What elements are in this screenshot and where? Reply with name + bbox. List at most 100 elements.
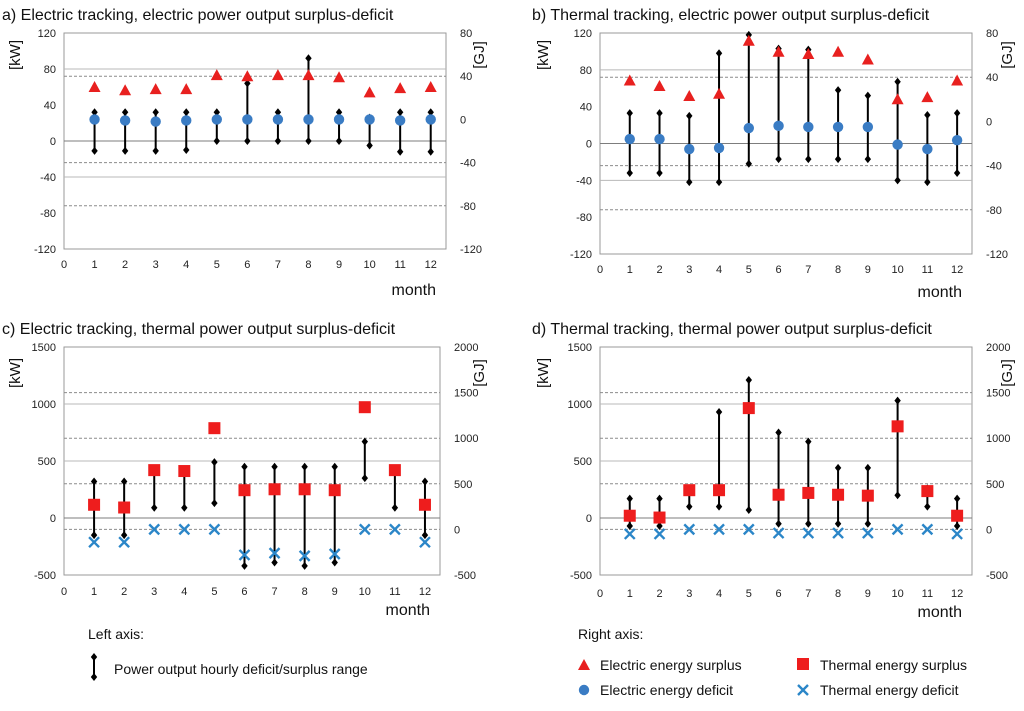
electric-surplus-point [363,86,376,98]
range-low-marker [834,155,842,164]
x-tick-label: 1 [91,586,97,598]
x-tick-label: 4 [716,264,722,276]
left-tick-label: 0 [586,513,592,525]
range-low-marker [715,178,723,187]
right-tick-label: 40 [460,71,472,83]
thermal-surplus-point [623,509,636,522]
range-low-marker [120,531,128,540]
left-tick-label: 500 [574,456,592,468]
left-tick-label: 80 [44,64,56,76]
x-tick-label: 2 [121,586,127,598]
left-tick-label: 1500 [568,342,592,354]
x-axis-label: month [386,602,430,619]
electric-surplus-point [271,69,284,81]
thermal-deficit-point [653,528,666,540]
electric-surplus-point [394,82,407,94]
left-axis-label: [kW] [535,40,552,70]
legend: Left axis: Power output hourly deficit/su… [88,626,967,698]
right-axis-label: [GJ] [999,359,1016,387]
thermal-deficit-point [88,536,100,549]
electric-deficit-point [150,116,161,127]
thermal-surplus-point [418,498,431,511]
range-high-marker [894,77,901,86]
range-high-marker [90,477,98,486]
thermal-deficit-point [713,523,725,536]
x-tick-label: 3 [151,586,157,598]
x-axis-label: month [918,284,962,301]
range-low-marker [121,146,129,155]
range-high-marker [211,458,218,467]
x-tick-label: 5 [746,588,752,600]
range-low-marker [894,491,901,500]
range-low-marker [91,146,98,155]
range-low-marker [834,519,842,528]
thermal-surplus-point [298,483,311,496]
right-tick-label: -40 [460,158,476,170]
left-tick-label: 40 [580,102,592,114]
x-tick-label: 4 [183,259,189,271]
range-low-marker [953,521,961,530]
thermal-deficit-point [268,547,281,559]
range-high-marker [864,91,872,100]
thermal-deficit-point [891,523,904,536]
left-tick-label: 1500 [32,342,56,354]
range-high-marker [715,49,723,58]
left-tick-label: -40 [576,175,592,187]
thermal-deficit-point [921,523,934,536]
range-low-marker [241,561,248,570]
range-high-marker [745,376,752,385]
left-tick-label: -80 [576,212,592,224]
x-axis-label: month [392,282,436,299]
range-low-marker [626,168,633,177]
electric-surplus-point [713,87,726,99]
electric-deficit-point [272,114,284,125]
electric-surplus-point [653,80,666,92]
chart-title: c) Electric tracking, thermal power outp… [2,321,396,338]
x-tick-label: 5 [211,586,217,598]
range-low-marker [181,503,188,512]
right-tick-label: 1000 [986,433,1010,445]
range-low-marker [305,137,312,145]
electric-surplus-point [921,91,934,103]
range-high-marker [120,477,128,486]
x-tick-label: 9 [865,264,871,276]
range-low-marker [361,474,368,483]
electric-deficit-point [892,139,903,150]
x-tick-label: 1 [627,588,633,600]
range-high-marker [213,108,220,117]
x-tick-label: 5 [746,264,752,276]
legend-left-title: Left axis: [88,626,144,642]
electric-deficit-point [624,133,635,145]
left-tick-label: -120 [34,244,56,256]
x-tick-label: 11 [922,588,933,600]
left-tick-label: -40 [40,172,56,184]
x-tick-label: 3 [153,259,159,271]
legend-range-top [90,653,98,661]
range-high-marker [396,108,404,117]
x-tick-label: 9 [336,259,342,271]
x-tick-label: 9 [332,586,338,598]
range-high-marker [686,111,693,120]
x-tick-label: 6 [775,264,781,276]
left-tick-label: 40 [44,100,56,112]
thermal-deficit-point [208,523,221,536]
right-tick-label: 2000 [986,342,1010,354]
electric-deficit-point [333,114,345,125]
left-tick-label: -120 [570,249,592,261]
electric-deficit-point [425,114,436,125]
range-low-marker [244,137,251,145]
right-axis-label: [GJ] [471,359,488,387]
electric-deficit-point [713,142,725,154]
right-tick-label: 500 [986,479,1004,491]
right-tick-label: -500 [986,570,1008,582]
left-tick-label: 1000 [32,399,56,411]
x-tick-label: 0 [597,264,603,276]
electric-deficit-point [862,121,874,133]
range-low-marker [775,155,782,164]
electric-surplus-point [424,81,437,92]
right-tick-label: 1500 [986,388,1010,400]
thermal-deficit-point [623,528,636,540]
x-tick-label: 12 [419,586,431,598]
electric-deficit-point [743,122,754,134]
range-high-marker [656,494,663,503]
